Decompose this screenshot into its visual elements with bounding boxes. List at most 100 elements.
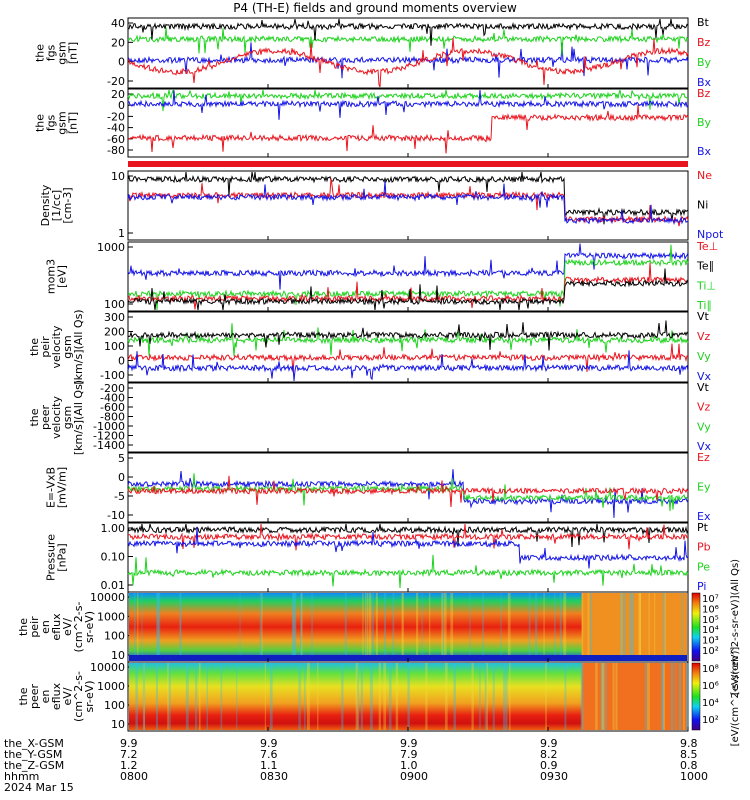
colorbar-tick-label: 10²: [702, 646, 719, 657]
legend-Pb: Pb: [697, 541, 711, 554]
y-axis-label-line: [cm-3]: [61, 187, 74, 223]
spectrogram-streak: [185, 663, 189, 730]
x-tick-label-t: 0900: [400, 770, 428, 783]
spectrogram-streak: [612, 663, 615, 730]
y-axis-label-line: the: [28, 408, 41, 426]
spectrogram-streak: [360, 663, 363, 730]
spectrogram-streak: [638, 593, 642, 661]
spectrogram-streak: [469, 593, 471, 661]
y-axis-label-line: fgs: [45, 114, 58, 131]
series-line-blue: [127, 350, 689, 382]
y-tick-label: 1.00: [101, 522, 126, 535]
spectrogram-streak: [134, 593, 136, 661]
spectrogram-streak: [239, 593, 241, 661]
spectrogram-streak: [366, 593, 369, 661]
x-tick-label-x: 9.9: [400, 737, 418, 750]
spectrogram-streak: [180, 593, 182, 661]
y-tick-label: 100: [104, 340, 125, 353]
panel-2: 200-20-40-60-80 thefgsgsm[nT] Bz By Bx: [34, 87, 712, 158]
panel-9: 10000 1000 100 10 thepeirenefluxeV/(cm^2-s-s…: [17, 591, 719, 663]
legend-Pt: Pt: [697, 521, 709, 534]
spectrogram-streak: [450, 593, 454, 661]
spectrogram-streak: [155, 663, 158, 730]
spectrogram-streak: [365, 593, 367, 661]
y-tick-label: -800: [100, 411, 125, 424]
spectrogram-streak: [421, 593, 423, 661]
spectrogram-streak: [291, 593, 295, 661]
y-axis-label: thefgsgsm[nT]: [34, 111, 80, 134]
spectrogram-streak: [545, 663, 547, 730]
legend-By: By: [697, 56, 712, 69]
y-axis-label: thepeervelocitygsm[km/s](All Qs): [28, 380, 85, 455]
spectrogram-streak: [365, 593, 367, 661]
y-tick-label: -10: [107, 509, 125, 522]
y-axis-label: thepeirenefluxeV/(cm^2-s-sr-eV): [17, 602, 96, 653]
spectrogram-streak: [620, 593, 623, 661]
y-tick-label: 200: [104, 326, 125, 339]
spectrogram-streak: [198, 663, 201, 730]
y-tick-label: 20: [111, 88, 125, 101]
y-tick-label: -60: [107, 133, 125, 146]
spectrogram-streak: [156, 593, 160, 661]
spectrogram-streak: [505, 663, 508, 730]
colorbar-tick-label: 10⁷: [702, 594, 719, 605]
spectrogram-streak: [620, 593, 623, 661]
y-axis-label-line: sr-eV): [83, 680, 96, 712]
spectrogram-streak: [401, 593, 404, 661]
spectrogram-streak: [264, 663, 266, 730]
x-tick-label-x: 9.9: [120, 737, 138, 750]
spectrogram-streak: [298, 663, 301, 730]
x-tick-label-z: 0.9: [540, 759, 558, 772]
x-tick-label-x: 9.9: [540, 737, 558, 750]
series-line-blue: [127, 89, 689, 120]
chart-title: P4 (TH-E) fields and ground moments over…: [233, 1, 517, 15]
y-axis-label-line: the: [34, 114, 47, 132]
panel-frame: [127, 170, 689, 241]
y-tick-label: 1000: [97, 680, 125, 693]
spectrogram-streak: [294, 593, 297, 661]
spectrogram-streak: [292, 593, 296, 661]
legend-Te⊥: Te⊥: [696, 240, 718, 253]
spectrogram-streak: [679, 663, 682, 730]
panel-6: -200-400-600-800-1000-1200-1400 thepeerve…: [28, 380, 712, 455]
colorbar-tick-label: 10⁸: [702, 664, 719, 675]
panel-7: 5 0 -5 -10 E=-VxB[mV/m] Ez Ey Ex: [45, 451, 711, 523]
spectrogram-streak: [675, 663, 677, 730]
y-tick-label: 1000: [97, 241, 125, 254]
legend-Bz: Bz: [697, 87, 711, 100]
y-axis-label-line: [1/cc]: [50, 190, 63, 221]
spectrogram-streak: [644, 663, 648, 730]
legend-Vy: Vy: [697, 350, 711, 363]
x-tick-label-y: 8.5: [680, 748, 698, 761]
x-tick-label-t: 0800: [120, 770, 148, 783]
y-axis-label-line: the: [17, 687, 30, 705]
spectrogram-streak: [261, 593, 263, 661]
spectrogram-streak: [629, 593, 632, 661]
panel-4: 1000 100 mom3[eV] Te⊥ Te∥ Ti⊥ Ti∥: [45, 240, 719, 312]
y-axis-label: Pressure[nPa]: [45, 534, 69, 581]
panel-frame: [127, 382, 689, 453]
y-tick-label: -200: [100, 382, 125, 395]
spectrogram-streak: [535, 593, 538, 661]
spectrogram-streak: [444, 663, 448, 730]
spectrogram-streak: [661, 663, 664, 730]
series-line-black: [127, 18, 689, 46]
spectrogram-streak: [368, 593, 372, 661]
y-tick-label: -100: [100, 369, 125, 382]
legend-Ey: Ey: [697, 481, 711, 494]
spectrogram-streak: [341, 663, 344, 730]
spectrogram-streak: [236, 663, 238, 730]
spectrogram-streak: [135, 663, 139, 730]
spectrogram-streak: [601, 663, 605, 730]
spectrogram-streak: [425, 663, 428, 730]
legend-Ez: Ez: [697, 451, 710, 464]
y-axis-label-line: [km/s](All Qs): [72, 380, 85, 455]
series-line-green: [127, 89, 689, 112]
spectrogram-streak: [580, 663, 584, 730]
spectrogram-streak: [389, 663, 392, 730]
spectrogram-streak: [392, 593, 395, 661]
y-tick-label: 10: [111, 718, 125, 731]
y-axis-label-line: eflux: [50, 613, 63, 641]
legend-Pe: Pe: [697, 560, 710, 573]
spectrogram-streak: [157, 593, 161, 661]
